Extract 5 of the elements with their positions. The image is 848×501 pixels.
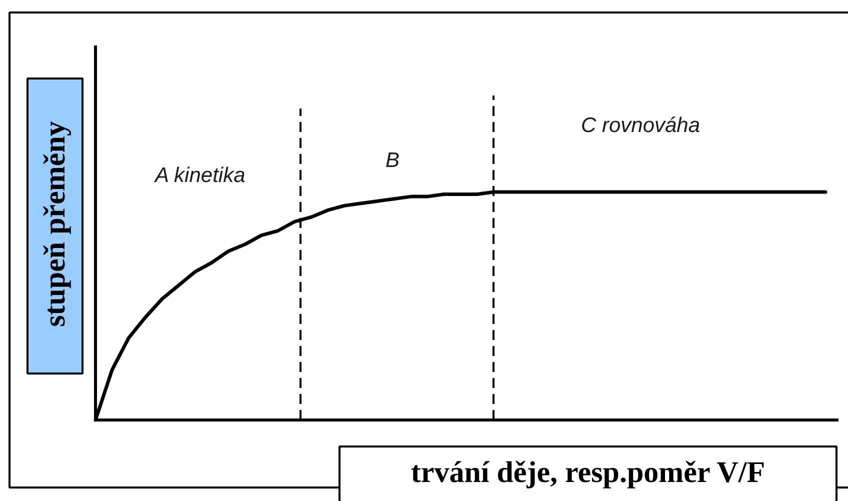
- x-axis-title: trvání děje, resp.poměr V/F: [410, 456, 766, 489]
- text: C rovnováha: [580, 114, 700, 137]
- text: B: [385, 149, 400, 172]
- y-axis-title: stupeň přeměny: [38, 121, 72, 327]
- text: A kinetika: [152, 164, 246, 187]
